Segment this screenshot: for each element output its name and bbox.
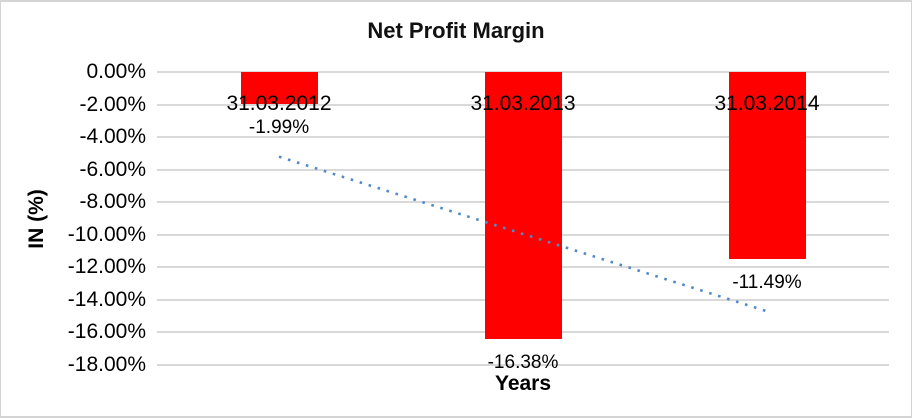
data-label: -1.99% (248, 117, 310, 139)
y-axis-tick-label: -2.00% (79, 92, 146, 116)
y-axis-tick-label: -6.00% (79, 157, 146, 181)
y-axis-tick-label: -8.00% (79, 190, 146, 214)
y-axis-tick-label: -4.00% (79, 125, 146, 149)
y-axis-tick-label: 0.00% (86, 60, 146, 83)
category-label: 31.03.2012 (226, 92, 332, 115)
data-label: -16.38% (487, 351, 559, 373)
chart-title: Net Profit Margin (367, 18, 545, 43)
y-axis-tick-label: -12.00% (67, 255, 146, 279)
y-axis-tick-label: -16.00% (67, 320, 146, 344)
y-axis-tick-label: -14.00% (67, 287, 146, 311)
category-label: 31.03.2013 (470, 92, 576, 115)
y-axis-tick-label: -10.00% (67, 222, 146, 246)
bar (240, 72, 318, 105)
x-axis-title: Years (494, 372, 552, 395)
y-axis-tick-label: -18.00% (67, 353, 146, 376)
category-label: 31.03.2014 (714, 92, 820, 115)
data-label: -11.49% (732, 272, 802, 294)
gridline (157, 364, 889, 366)
